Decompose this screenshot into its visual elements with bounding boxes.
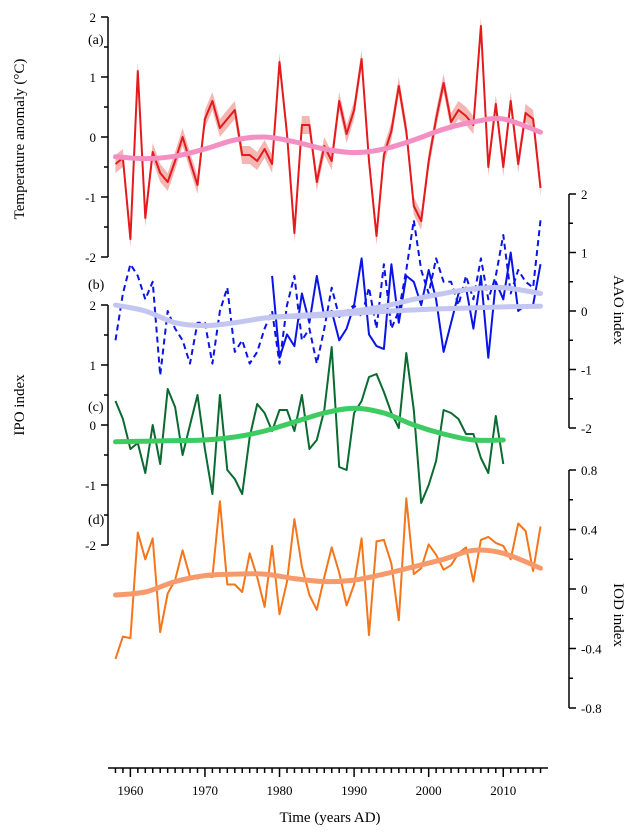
- ylabel-iod: IOD index: [610, 583, 626, 647]
- axes-layer: -2 -1 0 1 2 -2 -1 0 1 2 -2 -1 0 1 2 -0.8 -0.4 0 0.4 0.8 1960…: [85, 10, 602, 798]
- series-layer: [113, 17, 543, 660]
- panel-b-label: (b): [88, 278, 105, 293]
- panel-b-series-3-smooth: [269, 303, 543, 320]
- panel-d-series-0-solid: [114, 497, 542, 660]
- panel-c-y-tick-label: 0: [90, 418, 97, 433]
- panel-b-y-tick-label: 1: [581, 246, 588, 261]
- x-tick-label: 1960: [117, 783, 143, 798]
- panel-a-series-1-smooth: [113, 116, 543, 162]
- panel-d-y-tick-label: 0.4: [581, 523, 598, 538]
- panel-a-y-tick-label: 2: [90, 10, 97, 25]
- panel-a-y-tick-label: 1: [90, 70, 97, 85]
- panel-d-y-tick-label: 0.8: [581, 463, 597, 478]
- panel-c-y-tick-label: 1: [90, 358, 97, 373]
- panel-c-series-0-solid: [114, 346, 505, 504]
- panel-a-y-tick-label: -2: [85, 250, 96, 265]
- panel-c-series-1-smooth: [113, 405, 506, 445]
- x-tick-label: 2000: [416, 783, 442, 798]
- panel-a-uncertainty-band: [115, 17, 541, 248]
- ylabel-ipo: IPO index: [12, 374, 28, 436]
- x-tick-label: 1980: [267, 783, 293, 798]
- ylabel-aao: AAO index: [610, 275, 626, 345]
- panel-b-series-1-dashed: [114, 219, 542, 377]
- panel-c-y-tick-label: 2: [90, 298, 97, 313]
- panel-b-y-tick-label: 0: [581, 304, 588, 319]
- panel-d-label: (d): [88, 513, 105, 528]
- panel-a-y-tick-label: -1: [85, 190, 96, 205]
- panel-d-y-tick-label: 0: [581, 582, 588, 597]
- panel-b-y-tick-label: -1: [581, 363, 592, 378]
- panel-d-series-1-smooth: [113, 547, 543, 598]
- ylabel-temperature: Temperature anomaly (°C): [12, 59, 28, 220]
- panel-a-label: (a): [88, 33, 104, 48]
- panel-b-y-tick-label: -2: [581, 421, 592, 436]
- panel-c-y-tick-label: -2: [85, 538, 96, 553]
- x-axis-label: Time (years AD): [279, 810, 380, 826]
- x-tick-label: 1990: [341, 783, 367, 798]
- panel-d-y-tick-label: -0.8: [581, 701, 602, 716]
- panel-a-y-tick-label: 0: [90, 130, 97, 145]
- x-tick-label: 1970: [192, 783, 218, 798]
- panel-b-series-0-solid: [271, 251, 542, 359]
- panel-c-label: (c): [88, 400, 104, 415]
- panel-b-y-tick-label: 2: [581, 187, 588, 202]
- panel-c-y-tick-label: -1: [85, 478, 96, 493]
- panel-a-series-0-solid: [114, 25, 542, 240]
- panel-d-y-tick-label: -0.4: [581, 642, 602, 657]
- x-tick-label: 2010: [490, 783, 516, 798]
